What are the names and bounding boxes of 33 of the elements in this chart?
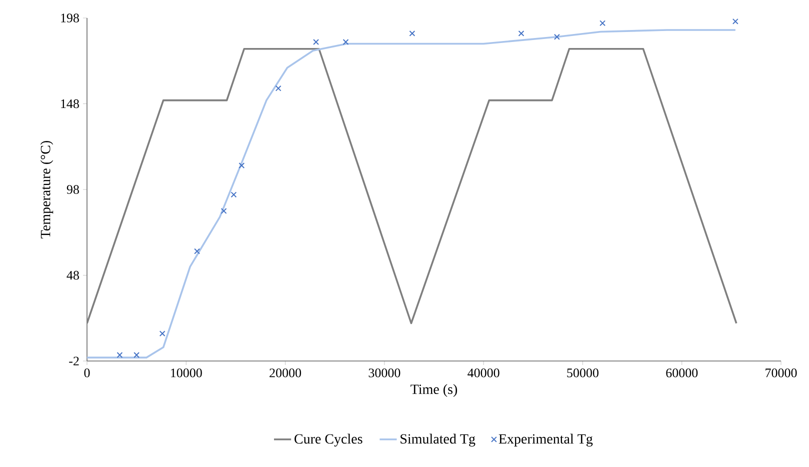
point: [194, 248, 200, 254]
y-tick-label: 198: [61, 14, 79, 22]
x-axis-title: Time (s): [410, 384, 458, 397]
x-tick-label: 10000: [171, 368, 202, 378]
point: [600, 20, 606, 26]
x-tick-label: 70000: [766, 368, 797, 378]
x-tick-label: 0: [84, 368, 90, 378]
y-axis-title: Temperature (°C): [40, 140, 54, 238]
x-tick-label: 50000: [567, 368, 598, 378]
point: [230, 192, 237, 198]
point: [554, 34, 560, 40]
point: [220, 208, 227, 214]
point: [275, 85, 282, 92]
y-tick-label: -2: [69, 356, 79, 366]
point: [116, 352, 123, 358]
point: [342, 39, 349, 45]
x-tick-label: 20000: [270, 368, 302, 378]
point: [518, 30, 524, 36]
x-tick-label: 30000: [368, 368, 400, 378]
y-tick-label: 148: [61, 99, 79, 108]
point: [313, 39, 319, 45]
legend-label: Cure Cycles: [294, 434, 362, 447]
point: [238, 162, 245, 168]
legend-label: Simulated Tg: [400, 434, 476, 447]
point: [409, 30, 416, 36]
y-tick-label: 48: [66, 270, 79, 280]
x-tick-label: 40000: [468, 368, 500, 378]
legend-label: Experimental Tg: [498, 434, 593, 447]
x-tick-label: 60000: [666, 368, 698, 378]
y-tick-label: 98: [66, 185, 79, 194]
point: [732, 18, 738, 24]
point: [159, 330, 166, 337]
point: [134, 352, 140, 358]
